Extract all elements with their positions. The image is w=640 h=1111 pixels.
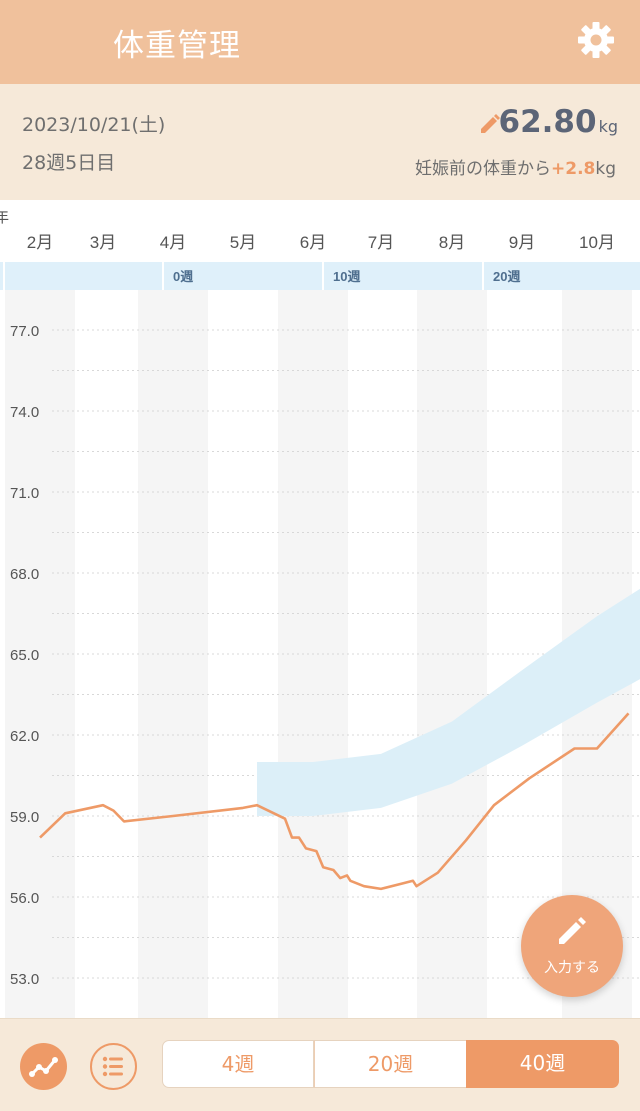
gear-icon[interactable]	[576, 20, 616, 60]
delta-value: +2.8	[551, 159, 596, 179]
weight-unit: kg	[598, 117, 618, 136]
range-20-weeks-button[interactable]: 20週	[314, 1040, 466, 1088]
week-bar	[0, 262, 640, 290]
month-label: 9月	[509, 233, 535, 252]
recommended-weight-band	[257, 588, 640, 816]
pregnancy-week: 28週5日目	[22, 152, 116, 174]
week-label: 20週	[493, 269, 520, 284]
y-tick-label: 53.0	[10, 971, 39, 988]
y-tick-label: 77.0	[10, 323, 39, 340]
line-chart-icon	[29, 1057, 58, 1077]
week-label: 0週	[173, 269, 193, 284]
graph-view-button[interactable]	[20, 1043, 67, 1090]
month-label: 10月	[579, 233, 615, 252]
month-label: 5月	[230, 233, 256, 252]
month-stripe	[5, 290, 75, 1020]
range-40-weeks-button[interactable]: 40週	[466, 1040, 619, 1088]
weight-chart[interactable]: 年 2月 3月 4月 5月 6月 7月 8月 9月 10月 0週 10週 20週 77.0 74.0 71.0…	[0, 200, 640, 1020]
year-label: 年	[0, 209, 9, 226]
y-tick-label: 71.0	[10, 485, 39, 502]
month-stripe	[138, 290, 208, 1020]
list-icon	[102, 1056, 123, 1077]
week-label: 10週	[333, 269, 360, 284]
current-date: 2023/10/21(土)	[22, 114, 166, 136]
y-tick-label: 59.0	[10, 809, 39, 826]
pencil-icon	[559, 917, 586, 944]
y-tick-label: 62.0	[10, 728, 39, 745]
bottom-bar: 4週 20週 40週	[0, 1018, 640, 1111]
y-tick-label: 65.0	[10, 647, 39, 664]
month-label: 8月	[439, 233, 465, 252]
y-tick-label: 56.0	[10, 890, 39, 907]
page-title: 体重管理	[113, 28, 241, 64]
delta-prefix: 妊娠前の体重から	[415, 159, 551, 179]
current-weight: 62.80 kg	[499, 104, 618, 140]
weight-summary-panel: 2023/10/21(土) 28週5日目 62.80 kg 妊娠前の体重から+2.…	[0, 84, 640, 200]
y-tick-label: 74.0	[10, 404, 39, 421]
month-label: 2月	[27, 233, 53, 252]
month-label: 6月	[300, 233, 326, 252]
app-header: 体重管理	[0, 0, 640, 84]
list-view-button[interactable]	[90, 1043, 137, 1090]
month-label: 4月	[160, 233, 186, 252]
input-button-label: 入力する	[544, 960, 600, 976]
weight-series-line	[39, 712, 630, 891]
month-stripe	[278, 290, 348, 1020]
weight-value: 62.80	[498, 104, 597, 140]
input-button[interactable]: 入力する	[521, 895, 623, 997]
delta-unit: kg	[595, 159, 616, 179]
month-label: 7月	[368, 233, 394, 252]
pencil-icon[interactable]	[478, 112, 502, 136]
range-4-weeks-button[interactable]: 4週	[162, 1040, 314, 1088]
y-tick-label: 68.0	[10, 566, 39, 583]
month-header	[0, 200, 640, 262]
weight-chart-svg: 年 2月 3月 4月 5月 6月 7月 8月 9月 10月 0週 10週 20週 77.0 74.0 71.0…	[0, 200, 640, 1020]
month-stripe	[417, 290, 487, 1020]
weight-delta: 妊娠前の体重から+2.8kg	[415, 154, 616, 179]
month-label: 3月	[90, 233, 116, 252]
